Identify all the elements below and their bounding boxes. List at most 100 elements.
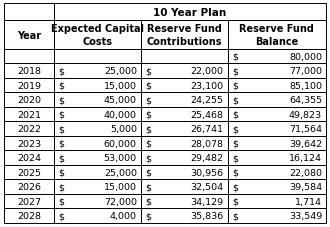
Bar bbox=[228, 194, 326, 209]
Text: 64,355: 64,355 bbox=[289, 96, 322, 105]
Text: 15,000: 15,000 bbox=[104, 81, 137, 90]
Bar bbox=[141, 136, 228, 151]
Text: 2019: 2019 bbox=[17, 81, 41, 90]
Bar bbox=[141, 64, 228, 79]
Text: $: $ bbox=[58, 183, 64, 191]
Bar bbox=[54, 4, 326, 21]
Text: $: $ bbox=[232, 183, 238, 191]
Bar bbox=[54, 165, 141, 180]
Bar bbox=[228, 107, 326, 122]
Bar bbox=[141, 165, 228, 180]
Text: Reserve Fund
Balance: Reserve Fund Balance bbox=[240, 24, 314, 47]
Text: 26,741: 26,741 bbox=[191, 125, 224, 133]
Text: Reserve Fund
Contributions: Reserve Fund Contributions bbox=[147, 24, 222, 47]
Bar bbox=[141, 180, 228, 194]
Bar bbox=[4, 64, 54, 79]
Bar bbox=[228, 151, 326, 165]
Bar bbox=[54, 107, 141, 122]
Text: 77,000: 77,000 bbox=[289, 67, 322, 76]
Text: 10 Year Plan: 10 Year Plan bbox=[153, 8, 227, 17]
Bar bbox=[54, 136, 141, 151]
Bar bbox=[228, 180, 326, 194]
Text: 25,000: 25,000 bbox=[104, 67, 137, 76]
Text: 39,642: 39,642 bbox=[289, 139, 322, 148]
Text: 2027: 2027 bbox=[17, 197, 41, 206]
Text: 15,000: 15,000 bbox=[104, 183, 137, 191]
Text: Expected Capital
Costs: Expected Capital Costs bbox=[51, 24, 144, 47]
Text: $: $ bbox=[232, 96, 238, 105]
Text: $: $ bbox=[58, 125, 64, 133]
Bar bbox=[141, 151, 228, 165]
Text: 85,100: 85,100 bbox=[289, 81, 322, 90]
Text: $: $ bbox=[58, 139, 64, 148]
Text: $: $ bbox=[58, 168, 64, 177]
Bar bbox=[228, 136, 326, 151]
Bar bbox=[54, 180, 141, 194]
Bar bbox=[4, 49, 54, 64]
Bar bbox=[54, 151, 141, 165]
Bar bbox=[4, 4, 54, 21]
Bar bbox=[54, 79, 141, 93]
Text: 71,564: 71,564 bbox=[289, 125, 322, 133]
Text: 33,549: 33,549 bbox=[289, 211, 322, 220]
Bar bbox=[54, 93, 141, 107]
Bar bbox=[4, 136, 54, 151]
Text: $: $ bbox=[232, 81, 238, 90]
Bar bbox=[141, 209, 228, 223]
Text: 2018: 2018 bbox=[17, 67, 41, 76]
Text: $: $ bbox=[145, 139, 151, 148]
Bar bbox=[4, 180, 54, 194]
Text: $: $ bbox=[145, 153, 151, 163]
Text: $: $ bbox=[145, 81, 151, 90]
Text: 32,504: 32,504 bbox=[191, 183, 224, 191]
Bar bbox=[141, 194, 228, 209]
Bar bbox=[54, 64, 141, 79]
Text: $: $ bbox=[145, 168, 151, 177]
Text: 5,000: 5,000 bbox=[110, 125, 137, 133]
Text: $: $ bbox=[232, 168, 238, 177]
Bar bbox=[141, 21, 228, 49]
Text: 80,000: 80,000 bbox=[289, 52, 322, 61]
Text: 53,000: 53,000 bbox=[104, 153, 137, 163]
Text: Year: Year bbox=[17, 30, 41, 40]
Bar bbox=[54, 21, 141, 49]
Bar bbox=[228, 165, 326, 180]
Text: $: $ bbox=[145, 110, 151, 119]
Text: 2028: 2028 bbox=[17, 211, 41, 220]
Text: 39,584: 39,584 bbox=[289, 183, 322, 191]
Text: $: $ bbox=[232, 52, 238, 61]
Text: 25,000: 25,000 bbox=[104, 168, 137, 177]
Text: $: $ bbox=[232, 67, 238, 76]
Text: 40,000: 40,000 bbox=[104, 110, 137, 119]
Text: 2021: 2021 bbox=[17, 110, 41, 119]
Text: 2022: 2022 bbox=[17, 125, 41, 133]
Bar bbox=[4, 79, 54, 93]
Bar bbox=[228, 49, 326, 64]
Text: $: $ bbox=[145, 211, 151, 220]
Text: $: $ bbox=[232, 139, 238, 148]
Text: 23,100: 23,100 bbox=[191, 81, 224, 90]
Text: $: $ bbox=[232, 197, 238, 206]
Text: 2026: 2026 bbox=[17, 183, 41, 191]
Bar bbox=[4, 93, 54, 107]
Bar bbox=[141, 49, 228, 64]
Text: 28,078: 28,078 bbox=[191, 139, 224, 148]
Text: $: $ bbox=[232, 110, 238, 119]
Bar bbox=[141, 122, 228, 136]
Text: $: $ bbox=[145, 67, 151, 76]
Bar bbox=[228, 64, 326, 79]
Bar bbox=[228, 93, 326, 107]
Text: 60,000: 60,000 bbox=[104, 139, 137, 148]
Text: 2023: 2023 bbox=[17, 139, 41, 148]
Text: $: $ bbox=[145, 96, 151, 105]
Bar bbox=[228, 209, 326, 223]
Bar bbox=[4, 151, 54, 165]
Text: 16,124: 16,124 bbox=[289, 153, 322, 163]
Bar bbox=[228, 21, 326, 49]
Text: 22,000: 22,000 bbox=[191, 67, 224, 76]
Bar bbox=[4, 107, 54, 122]
Bar bbox=[4, 165, 54, 180]
Text: $: $ bbox=[232, 153, 238, 163]
Text: 24,255: 24,255 bbox=[191, 96, 224, 105]
Bar bbox=[228, 122, 326, 136]
